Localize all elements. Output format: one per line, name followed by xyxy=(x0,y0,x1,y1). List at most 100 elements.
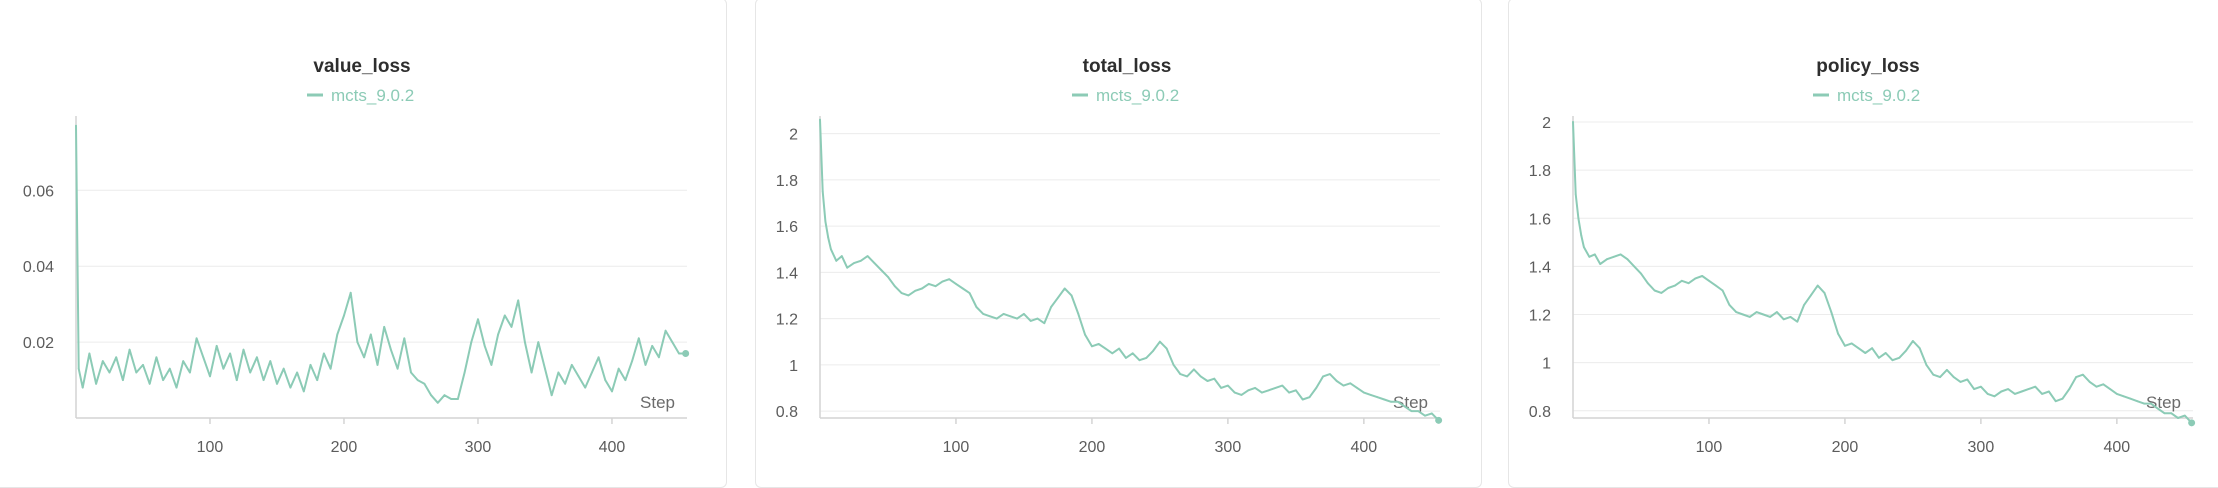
data-point xyxy=(396,367,399,370)
data-point xyxy=(2116,393,2118,395)
data-point xyxy=(1687,282,1690,285)
data-point xyxy=(1653,289,1656,292)
data-point xyxy=(282,367,285,370)
data-point xyxy=(2041,393,2043,395)
y-tick-label: 1.6 xyxy=(776,219,798,236)
data-point xyxy=(1009,315,1012,318)
data-point xyxy=(624,379,627,381)
data-point xyxy=(443,394,446,397)
data-point xyxy=(162,379,165,381)
data-point xyxy=(955,283,957,285)
data-point xyxy=(235,379,238,381)
data-point xyxy=(1091,345,1093,348)
data-point xyxy=(1308,396,1311,399)
y-tick-label: 1.2 xyxy=(776,312,798,329)
data-point xyxy=(1254,387,1256,389)
data-point xyxy=(1016,317,1018,320)
data-point xyxy=(968,292,971,294)
data-point xyxy=(2027,388,2030,390)
data-point xyxy=(591,371,593,374)
data-point xyxy=(1070,294,1073,297)
data-point xyxy=(356,341,359,343)
data-point xyxy=(1939,376,1941,378)
data-point xyxy=(1674,284,1676,287)
data-point xyxy=(1633,265,1636,268)
data-point xyxy=(189,371,191,374)
data-point xyxy=(1577,217,1580,220)
series-line xyxy=(75,124,687,404)
data-point xyxy=(215,345,218,347)
data-point xyxy=(101,360,104,362)
data-point xyxy=(1186,375,1188,378)
y-tick-label: 2 xyxy=(1542,115,1551,132)
data-point xyxy=(557,371,560,374)
data-point xyxy=(2088,381,2091,383)
data-point xyxy=(1125,357,1127,359)
data-point xyxy=(209,375,211,378)
y-tick-label: 0.06 xyxy=(23,183,54,200)
series-end-marker xyxy=(1435,416,1443,424)
data-point xyxy=(564,382,566,385)
data-point xyxy=(108,371,111,374)
data-point xyxy=(1295,389,1297,392)
y-tick-label: 1.4 xyxy=(776,265,798,282)
y-tick-label: 1.6 xyxy=(1529,211,1551,228)
data-point xyxy=(1574,193,1577,196)
data-point xyxy=(1762,313,1765,316)
data-point xyxy=(503,314,506,317)
data-point xyxy=(336,333,339,336)
data-point xyxy=(678,352,680,355)
data-point xyxy=(1789,316,1792,318)
data-point xyxy=(1946,369,1948,371)
data-point xyxy=(2007,388,2009,390)
data-point xyxy=(1837,332,1839,335)
data-point xyxy=(122,379,124,381)
chart-panel-policy-loss xyxy=(1508,0,2218,488)
data-point xyxy=(2150,402,2152,405)
data-point xyxy=(1322,375,1324,378)
data-point xyxy=(1606,258,1608,261)
data-point xyxy=(934,285,937,288)
data-point xyxy=(1748,316,1751,318)
data-point xyxy=(202,356,205,359)
data-point xyxy=(617,367,620,370)
data-point xyxy=(75,124,77,127)
data-point xyxy=(2109,388,2112,390)
data-point xyxy=(1986,393,1989,395)
data-point xyxy=(577,375,580,378)
data-point xyxy=(1369,394,1372,396)
data-point xyxy=(1349,382,1352,385)
data-point xyxy=(961,287,964,290)
data-point xyxy=(907,294,910,297)
data-point xyxy=(1588,255,1591,258)
data-point xyxy=(262,379,265,381)
data-point xyxy=(1403,405,1406,408)
data-point xyxy=(1152,350,1154,352)
data-point xyxy=(1905,349,1907,352)
data-point xyxy=(276,382,278,385)
data-point xyxy=(1233,391,1236,394)
data-point xyxy=(229,352,232,355)
x-tick-label: 300 xyxy=(1968,439,1995,456)
x-tick-label: 400 xyxy=(2104,439,2131,456)
data-point xyxy=(975,306,978,308)
data-point xyxy=(142,364,144,366)
x-tick-label: 200 xyxy=(1079,439,1106,456)
data-point xyxy=(1640,272,1642,275)
data-point xyxy=(436,401,439,404)
data-point xyxy=(1864,352,1867,354)
data-point xyxy=(1390,400,1392,403)
data-point xyxy=(900,292,903,294)
data-point xyxy=(269,360,272,362)
data-point xyxy=(859,259,862,262)
data-point xyxy=(941,280,944,283)
data-point xyxy=(819,118,821,121)
data-point xyxy=(309,364,312,366)
y-tick-label: 0.8 xyxy=(776,404,798,421)
data-point xyxy=(544,367,546,370)
data-point xyxy=(1029,320,1032,322)
data-point xyxy=(1138,359,1141,362)
data-point xyxy=(2047,390,2050,393)
data-point xyxy=(2156,407,2159,410)
data-point xyxy=(1701,275,1704,277)
